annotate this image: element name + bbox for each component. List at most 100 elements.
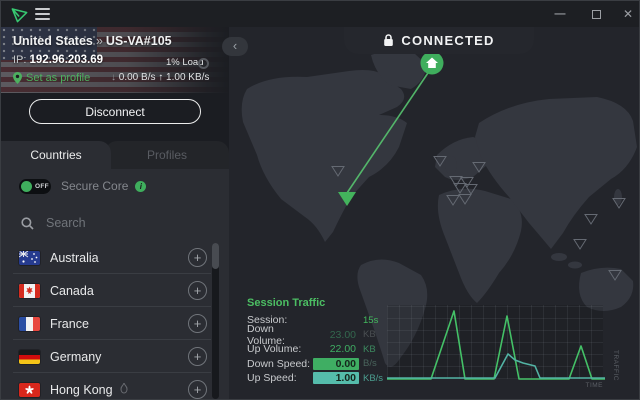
session-row-value: 23.00 xyxy=(329,328,356,341)
toggle-knob xyxy=(21,180,32,192)
ip-label: IP: xyxy=(13,54,27,66)
disconnect-section: Disconnect xyxy=(1,93,229,141)
island-uk xyxy=(445,156,457,174)
server-location-marker[interactable] xyxy=(472,162,486,173)
sidebar-collapse-button[interactable]: ‹ xyxy=(222,37,248,56)
session-row-up-speed: Up Speed: 1.00 KB/s xyxy=(247,371,389,386)
country-row-germany[interactable]: Germany + xyxy=(1,340,229,373)
toggle-state-label: OFF xyxy=(35,182,49,190)
minimize-button[interactable]: — xyxy=(554,8,566,20)
chart-x-axis-label: TIME xyxy=(585,382,603,389)
continent-south-america xyxy=(357,259,428,367)
traffic-chart: TIME TRAFFIC xyxy=(385,297,619,397)
fr-flag-icon xyxy=(19,316,40,331)
maximize-button[interactable] xyxy=(581,1,611,27)
scrollbar-track[interactable] xyxy=(212,243,219,399)
continent-north-america xyxy=(241,70,407,242)
session-row-label: Down Speed: xyxy=(247,357,311,370)
connection-status-banner: CONNECTED xyxy=(344,27,534,54)
session-row-down-volume: Down Volume: 23.00 KB xyxy=(247,323,389,347)
de-flag-icon xyxy=(19,349,40,364)
chart-line-up-traffic xyxy=(387,353,605,379)
server-location-marker[interactable] xyxy=(608,270,622,281)
island-sea-2 xyxy=(568,261,582,269)
session-row-up-volume: Up Volume: 22.00 KB xyxy=(247,342,389,357)
server-location-marker[interactable] xyxy=(433,156,447,167)
island-sea-1 xyxy=(551,253,567,261)
ip-address-line: IP: 192.96.203.69 xyxy=(13,54,103,66)
protonvpn-logo-icon xyxy=(11,8,28,23)
country-row-australia[interactable]: Australia + xyxy=(1,241,229,274)
server-location-marker[interactable] xyxy=(446,195,460,206)
info-icon[interactable]: i xyxy=(135,180,147,192)
session-row-value: 1.00 xyxy=(313,372,359,385)
session-row-unit: KB/s xyxy=(363,372,384,384)
server-location-marker[interactable] xyxy=(573,239,587,250)
flag-shade-overlay xyxy=(1,27,229,93)
session-row-unit: 15s xyxy=(363,314,379,326)
expand-country-button[interactable]: + xyxy=(188,248,207,267)
continent-greenland xyxy=(371,50,427,89)
server-location-marker[interactable] xyxy=(331,166,345,177)
load-ring-icon xyxy=(198,58,209,69)
upload-arrow-icon: ↑ xyxy=(158,72,164,83)
session-row-label: Down Volume: xyxy=(247,322,285,347)
au-flag-icon xyxy=(19,250,40,265)
server-location-marker[interactable] xyxy=(449,176,463,187)
server-location-marker[interactable] xyxy=(612,198,626,209)
session-row-label: Up Volume: xyxy=(247,343,302,356)
search-input[interactable] xyxy=(44,215,194,231)
country-name: United States xyxy=(13,34,93,48)
server-location-marker[interactable] xyxy=(464,184,478,195)
chart-line-down-traffic xyxy=(387,310,605,380)
sidebar: United States» US-VA#105 IP: 192.96.203.6… xyxy=(1,27,229,399)
server-location-marker[interactable] xyxy=(453,183,467,194)
continent-australia xyxy=(579,267,634,311)
expand-country-button[interactable]: + xyxy=(188,281,207,300)
session-row-unit: B/s xyxy=(363,358,377,370)
session-row-session: Session: 15s xyxy=(247,313,389,328)
server-location-marker[interactable] xyxy=(458,194,472,205)
download-arrow-icon: ↓ xyxy=(111,72,116,83)
session-traffic-panel: Session Traffic Session: 15s Down Volume: 2… xyxy=(247,297,389,386)
titlebar: — ✕ xyxy=(1,1,639,27)
chevron-left-icon: ‹ xyxy=(232,38,238,53)
connected-server-marker[interactable] xyxy=(338,192,356,206)
status-text: CONNECTED xyxy=(401,33,495,48)
server-location-marker[interactable] xyxy=(460,177,474,188)
secure-core-label: Secure Core xyxy=(61,179,129,193)
map-pin-icon xyxy=(13,72,22,84)
disconnect-button[interactable]: Disconnect xyxy=(29,99,201,124)
hamburger-menu-icon[interactable] xyxy=(35,8,50,20)
world-map-panel: CONNECTED ‹ Session Traffic Session: 15s D… xyxy=(222,27,639,399)
server-name: US-VA#105 xyxy=(105,34,172,48)
expand-country-button[interactable]: + xyxy=(188,347,207,366)
country-list: Australia + Canada + France + Germany + Hong Kon… xyxy=(1,241,229,399)
download-speed: 0.00 B/s xyxy=(118,72,156,83)
secure-core-toggle[interactable]: OFF xyxy=(19,178,51,194)
separator: » xyxy=(95,34,103,48)
close-button[interactable]: ✕ xyxy=(622,7,634,21)
tab-profiles[interactable]: Profiles xyxy=(105,141,229,169)
country-name: Canada xyxy=(50,283,94,298)
session-traffic-title: Session Traffic xyxy=(247,297,326,309)
session-row-label: Session: xyxy=(247,314,288,327)
tab-row: Profiles Countries xyxy=(1,141,229,169)
expand-country-button[interactable]: + xyxy=(188,380,207,399)
country-name: Australia xyxy=(50,250,99,265)
server-location-marker[interactable] xyxy=(584,214,598,225)
country-row-canada[interactable]: Canada + xyxy=(1,274,229,307)
set-as-profile-link[interactable]: Set as profile xyxy=(13,72,90,84)
expand-country-button[interactable]: + xyxy=(188,314,207,333)
continent-africa xyxy=(437,188,522,303)
country-name: Germany xyxy=(50,349,102,364)
country-row-france[interactable]: France + xyxy=(1,307,229,340)
country-row-hong-kong[interactable]: Hong Kong + xyxy=(1,373,229,399)
scrollbar-thumb[interactable] xyxy=(212,243,219,269)
tab-countries[interactable]: Countries xyxy=(1,141,111,169)
upload-speed: 1.00 KB/s xyxy=(166,72,210,83)
home-marker[interactable] xyxy=(420,51,444,75)
connected-server-title: United States» US-VA#105 xyxy=(13,34,172,48)
lock-icon xyxy=(384,34,394,46)
